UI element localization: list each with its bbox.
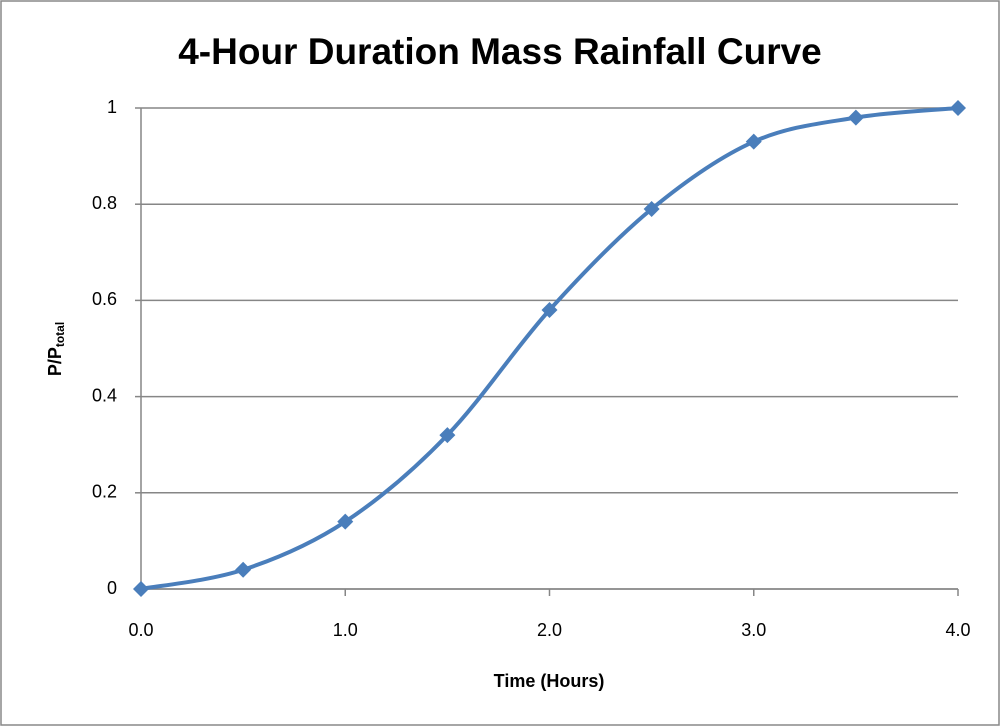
chart-title: 4-Hour Duration Mass Rainfall Curve: [178, 31, 822, 72]
y-tick-label: 0.8: [92, 193, 117, 213]
y-tick-label: 0.2: [92, 482, 117, 502]
x-tick-label: 1.0: [333, 620, 358, 640]
x-tick-label: 2.0: [537, 620, 562, 640]
x-tick-label: 0.0: [128, 620, 153, 640]
y-tick-label: 0: [107, 578, 117, 598]
marker: [133, 581, 149, 597]
y-tick-label: 0.4: [92, 385, 117, 405]
marker: [847, 109, 864, 126]
x-tick-label: 4.0: [945, 620, 970, 640]
y-axis-label: P/Ptotal: [45, 322, 67, 376]
marker: [337, 513, 354, 530]
x-tick-label: 3.0: [741, 620, 766, 640]
marker: [745, 133, 762, 150]
y-tick-label: 1: [107, 97, 117, 117]
y-axis-label-sub: total: [53, 322, 67, 347]
y-tick-label: 0.6: [92, 289, 117, 309]
marker: [950, 100, 966, 116]
marker: [439, 427, 456, 444]
x-axis-label: Time (Hours): [494, 671, 605, 691]
marker: [235, 561, 252, 578]
marker: [643, 201, 660, 218]
y-axis-label-main: P/P: [45, 347, 65, 376]
marker: [541, 302, 558, 319]
